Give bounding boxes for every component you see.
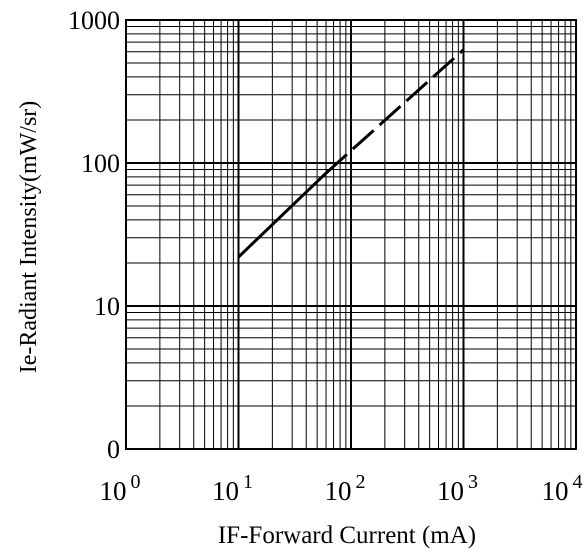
y-tick-label: 10 bbox=[94, 292, 120, 321]
x-tick-exponent: 1 bbox=[243, 471, 253, 493]
x-tick-label: 10 0 bbox=[100, 471, 141, 506]
y-tick-label: 100 bbox=[81, 149, 120, 178]
x-tick-exponent: 4 bbox=[573, 471, 583, 493]
x-tick-exponent: 2 bbox=[356, 471, 366, 493]
plot-frame bbox=[125, 19, 577, 450]
x-tick-labels: 10 0 10 1 10 2 10 3 10 4 bbox=[100, 471, 583, 506]
y-axis-label: Ie-Radiant Intensity(mW/sr) bbox=[16, 101, 42, 374]
minor-grid bbox=[126, 20, 576, 449]
x-axis-label: IF-Forward Current (mA) bbox=[218, 522, 476, 549]
x-tick-exponent: 0 bbox=[131, 471, 141, 493]
y-tick-labels: 0 10 100 1000 bbox=[68, 6, 120, 464]
x-tick-label: 10 2 bbox=[325, 471, 366, 506]
y-tick-label: 1000 bbox=[68, 6, 120, 35]
y-tick-label: 0 bbox=[107, 435, 120, 464]
major-grid bbox=[126, 20, 576, 449]
x-tick-label: 10 1 bbox=[212, 471, 253, 506]
series-layer bbox=[237, 48, 465, 259]
x-tick-label: 10 4 bbox=[542, 471, 583, 506]
dashed-series-line bbox=[325, 48, 465, 175]
x-tick-exponent: 3 bbox=[468, 471, 478, 493]
x-tick-label: 10 3 bbox=[437, 471, 478, 506]
solid-series-line bbox=[237, 172, 328, 259]
